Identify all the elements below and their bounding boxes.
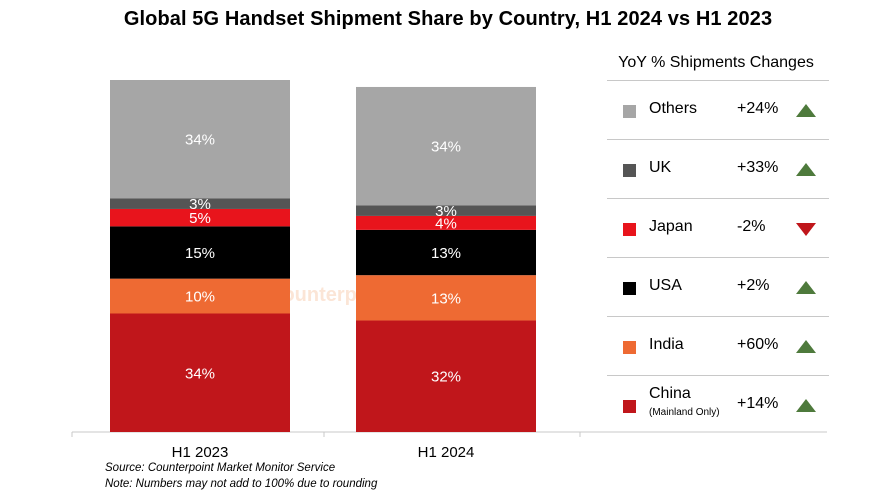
bar-segment-others-h1-2024 xyxy=(356,86,536,206)
legend-swatch xyxy=(623,341,636,354)
data-label-others: 34% xyxy=(431,139,461,156)
bar-segment-uk-h1-2023 xyxy=(110,198,290,209)
legend-label: China xyxy=(649,385,691,402)
yoy-change-value: +24% xyxy=(737,100,779,117)
up-arrow-icon xyxy=(796,281,816,294)
legend-label: UK xyxy=(649,159,672,176)
yoy-change-value: -2% xyxy=(737,218,766,235)
data-label-india: 10% xyxy=(185,289,215,306)
legend-row-uk: UK +33% xyxy=(607,139,829,198)
yoy-change-value: +60% xyxy=(737,336,779,353)
bar-segment-uk-h1-2024 xyxy=(356,205,536,216)
legend-row-others: Others +24% xyxy=(607,80,829,139)
x-tick-label: H1 2023 xyxy=(172,444,229,461)
legend-row-usa: USA +2% xyxy=(607,257,829,316)
bar-segment-others-h1-2023 xyxy=(110,80,290,199)
bar-segment-japan-h1-2023 xyxy=(110,208,290,227)
legend-sublabel: (Mainland Only) xyxy=(649,407,720,418)
data-label-others: 34% xyxy=(185,132,215,149)
legend-swatch xyxy=(623,282,636,295)
chart-title: Global 5G Handset Shipment Share by Coun… xyxy=(123,8,773,30)
up-arrow-icon xyxy=(796,104,816,117)
legend-header: YoY % Shipments Changes xyxy=(618,54,814,71)
data-label-usa: 15% xyxy=(185,245,215,262)
up-arrow-icon xyxy=(796,163,816,176)
bar-segment-china-h1-2023 xyxy=(110,313,290,432)
legend-swatch xyxy=(623,164,636,177)
data-label-china: 34% xyxy=(185,365,215,382)
down-arrow-icon xyxy=(796,223,816,236)
bar-segment-india-h1-2024 xyxy=(356,275,536,321)
data-label-india: 13% xyxy=(431,290,461,307)
legend-swatch xyxy=(623,223,636,236)
data-label-japan: 5% xyxy=(189,210,211,227)
data-label-uk: 3% xyxy=(435,203,457,220)
source-note: Source: Counterpoint Market Monitor Serv… xyxy=(105,462,336,474)
legend-swatch xyxy=(623,105,636,118)
up-arrow-icon xyxy=(796,399,816,412)
legend-label: Others xyxy=(649,100,698,117)
yoy-change-value: +14% xyxy=(737,395,779,412)
bar-segment-india-h1-2023 xyxy=(110,278,290,314)
legend-swatch xyxy=(623,400,636,413)
bar-segment-usa-h1-2024 xyxy=(356,229,536,276)
legend-row-india: India +60% xyxy=(607,316,829,375)
rounding-note: Note: Numbers may not add to 100% due to… xyxy=(105,478,378,490)
legend-label: Japan xyxy=(649,218,693,235)
bar-segment-usa-h1-2023 xyxy=(110,226,290,279)
data-label-china: 32% xyxy=(431,369,461,386)
up-arrow-icon xyxy=(796,340,816,353)
legend-label: India xyxy=(649,336,684,353)
data-label-japan: 4% xyxy=(435,215,457,232)
yoy-change-value: +33% xyxy=(737,159,779,176)
x-tick-label: H1 2024 xyxy=(418,444,475,461)
bar-segment-china-h1-2024 xyxy=(356,320,536,432)
data-label-uk: 3% xyxy=(189,196,211,213)
yoy-change-value: +2% xyxy=(737,277,770,294)
bar-segment-japan-h1-2024 xyxy=(356,215,536,230)
legend-row-japan: Japan -2% xyxy=(607,198,829,257)
data-label-usa: 13% xyxy=(431,245,461,262)
legend-row-china: China (Mainland Only) +14% xyxy=(607,375,829,434)
legend-label: USA xyxy=(649,277,682,294)
